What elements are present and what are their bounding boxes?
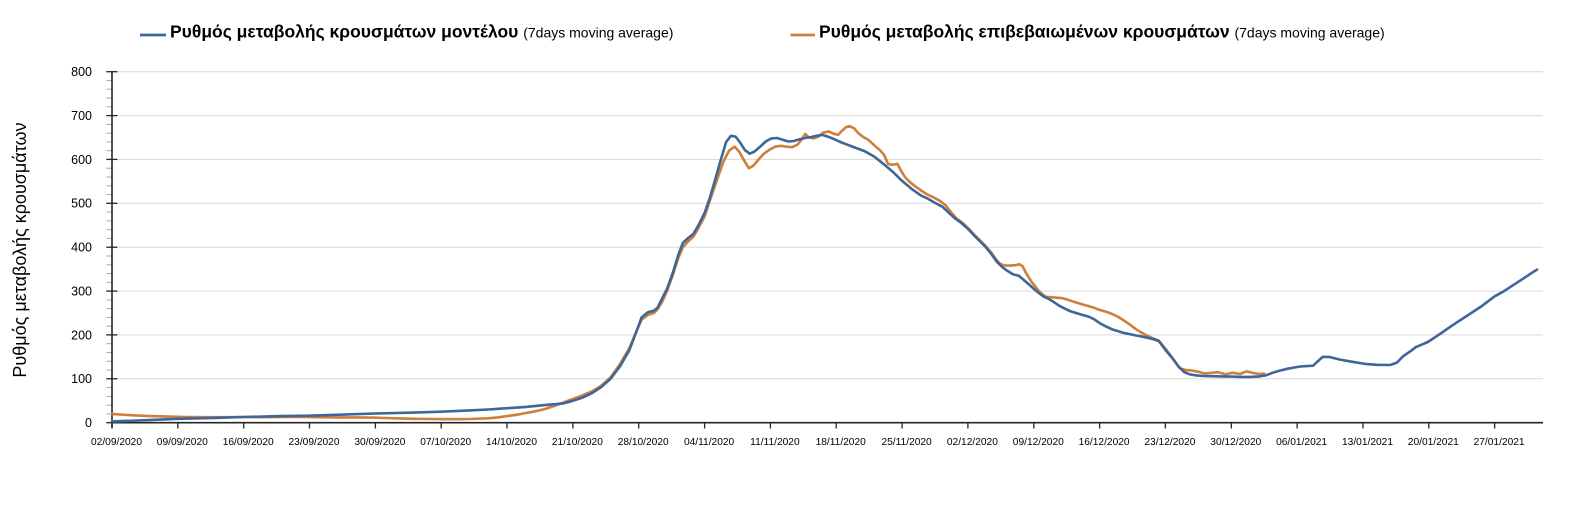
svg-text:16/12/2020: 16/12/2020 [1079, 437, 1130, 448]
svg-text:400: 400 [71, 241, 92, 255]
svg-text:Ρυθμός μεταβολής κρουσμάτων μο: Ρυθμός μεταβολής κρουσμάτων μοντέλου (7d… [170, 22, 673, 42]
svg-text:07/10/2020: 07/10/2020 [420, 437, 471, 448]
svg-text:28/10/2020: 28/10/2020 [618, 437, 669, 448]
svg-text:21/10/2020: 21/10/2020 [552, 437, 603, 448]
svg-text:500: 500 [71, 197, 92, 211]
svg-text:02/12/2020: 02/12/2020 [947, 437, 998, 448]
svg-text:30/09/2020: 30/09/2020 [354, 437, 405, 448]
svg-text:02/09/2020: 02/09/2020 [91, 437, 142, 448]
svg-text:09/09/2020: 09/09/2020 [157, 437, 208, 448]
svg-text:16/09/2020: 16/09/2020 [223, 437, 274, 448]
svg-text:23/12/2020: 23/12/2020 [1144, 437, 1195, 448]
svg-text:09/12/2020: 09/12/2020 [1013, 437, 1064, 448]
svg-text:04/11/2020: 04/11/2020 [684, 437, 735, 448]
svg-text:Ρυθμός μεταβολής κρουσμάτων: Ρυθμός μεταβολής κρουσμάτων [10, 122, 30, 377]
svg-text:13/01/2021: 13/01/2021 [1342, 437, 1393, 448]
svg-text:300: 300 [71, 285, 92, 299]
svg-text:200: 200 [71, 328, 92, 342]
svg-text:27/01/2021: 27/01/2021 [1474, 437, 1525, 448]
svg-text:600: 600 [71, 153, 92, 167]
svg-text:30/12/2020: 30/12/2020 [1210, 437, 1261, 448]
svg-text:25/11/2020: 25/11/2020 [881, 437, 932, 448]
svg-text:11/11/2020: 11/11/2020 [750, 437, 800, 448]
svg-text:20/01/2021: 20/01/2021 [1408, 437, 1459, 448]
svg-text:06/01/2021: 06/01/2021 [1276, 437, 1327, 448]
svg-text:800: 800 [71, 65, 92, 79]
svg-text:14/10/2020: 14/10/2020 [486, 437, 537, 448]
svg-text:0: 0 [85, 416, 92, 430]
svg-text:100: 100 [71, 372, 92, 386]
svg-text:18/11/2020: 18/11/2020 [816, 437, 867, 448]
svg-text:700: 700 [71, 109, 92, 123]
svg-text:23/09/2020: 23/09/2020 [289, 437, 340, 448]
svg-text:Ρυθμός μεταβολής επιβεβαιωμένω: Ρυθμός μεταβολής επιβεβαιωμένων κρουσμάτ… [819, 22, 1385, 42]
